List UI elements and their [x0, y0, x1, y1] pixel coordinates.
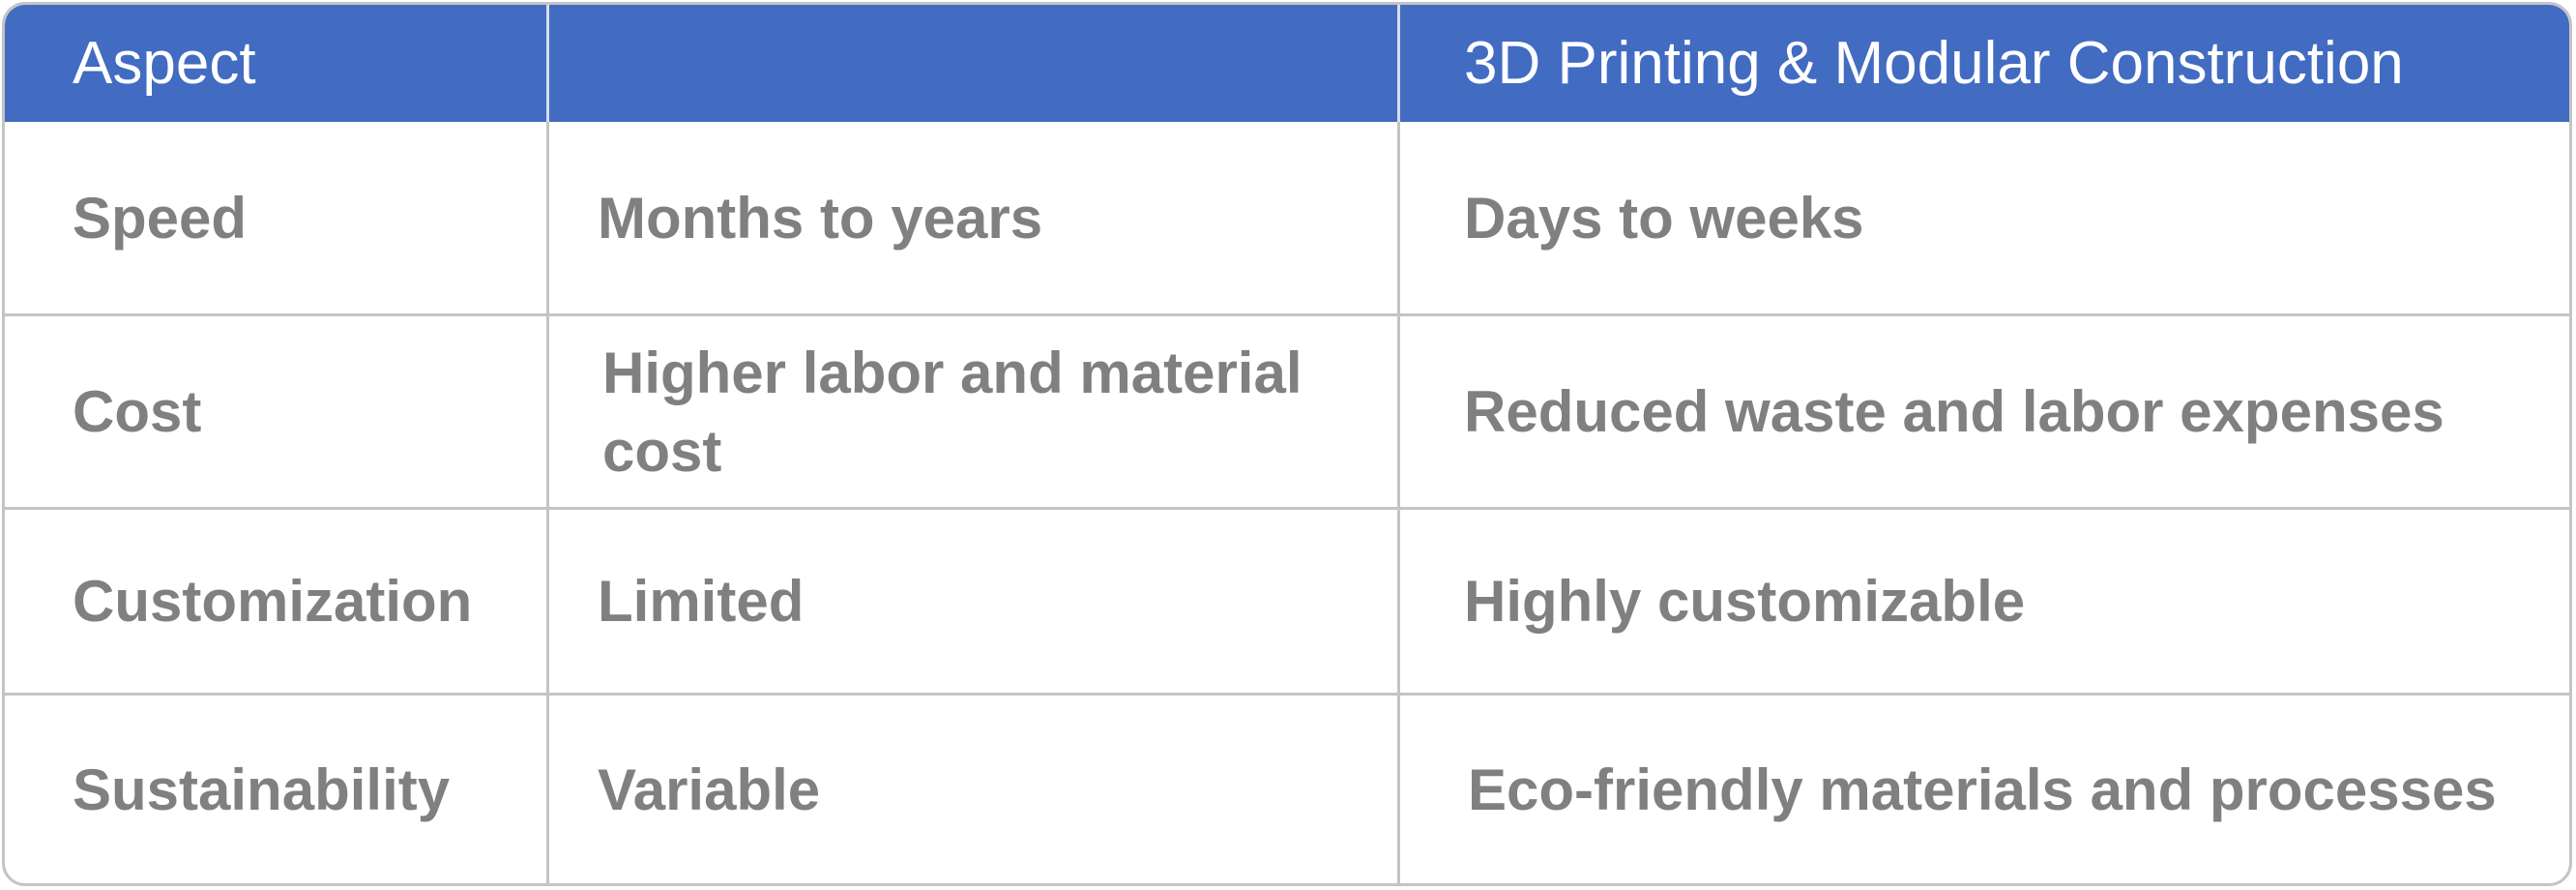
header-cell-3d-printing: 3D Printing & Modular Construction — [1400, 5, 2569, 122]
cell-text: Cost — [73, 379, 202, 444]
cell-text: Limited — [598, 569, 805, 634]
cell-text: Days to weeks — [1464, 185, 1864, 251]
table-cell-aspect: Speed — [5, 122, 549, 316]
table-cell-3d-printing: Reduced waste and labor expenses — [1400, 316, 2569, 510]
table-cell-traditional: Higher labor and material cost — [549, 316, 1400, 510]
header-cell-aspect: Aspect — [5, 5, 549, 122]
cell-text: Higher labor and material cost — [602, 340, 1303, 484]
table-cell-aspect: Sustainability — [5, 696, 549, 883]
table-cell-traditional: Months to years — [549, 122, 1400, 316]
table-cell-traditional: Variable — [549, 696, 1400, 883]
cell-text: Eco-friendly materials and processes — [1468, 756, 2497, 822]
table-cell-3d-printing: Days to weeks — [1400, 122, 2569, 316]
cell-text: Sustainability — [73, 756, 451, 822]
cell-text: Highly customizable — [1464, 569, 2026, 634]
header-label: 3D Printing & Modular Construction — [1464, 29, 2404, 97]
table-grid: Aspect 3D Printing & Modular Constructio… — [5, 5, 2569, 883]
cell-text: Speed — [73, 185, 248, 251]
cell-text: Months to years — [598, 185, 1043, 251]
table-cell-aspect: Cost — [5, 316, 549, 510]
header-label: Aspect — [73, 29, 256, 97]
table-cell-traditional: Limited — [549, 510, 1400, 696]
cell-text: Variable — [598, 756, 821, 822]
cell-text: Reduced waste and labor expenses — [1464, 379, 2444, 444]
header-cell-traditional — [549, 5, 1400, 122]
table-cell-3d-printing: Eco-friendly materials and processes — [1400, 696, 2569, 883]
cell-text: Customization — [73, 569, 473, 634]
table-cell-aspect: Customization — [5, 510, 549, 696]
table-cell-3d-printing: Highly customizable — [1400, 510, 2569, 696]
